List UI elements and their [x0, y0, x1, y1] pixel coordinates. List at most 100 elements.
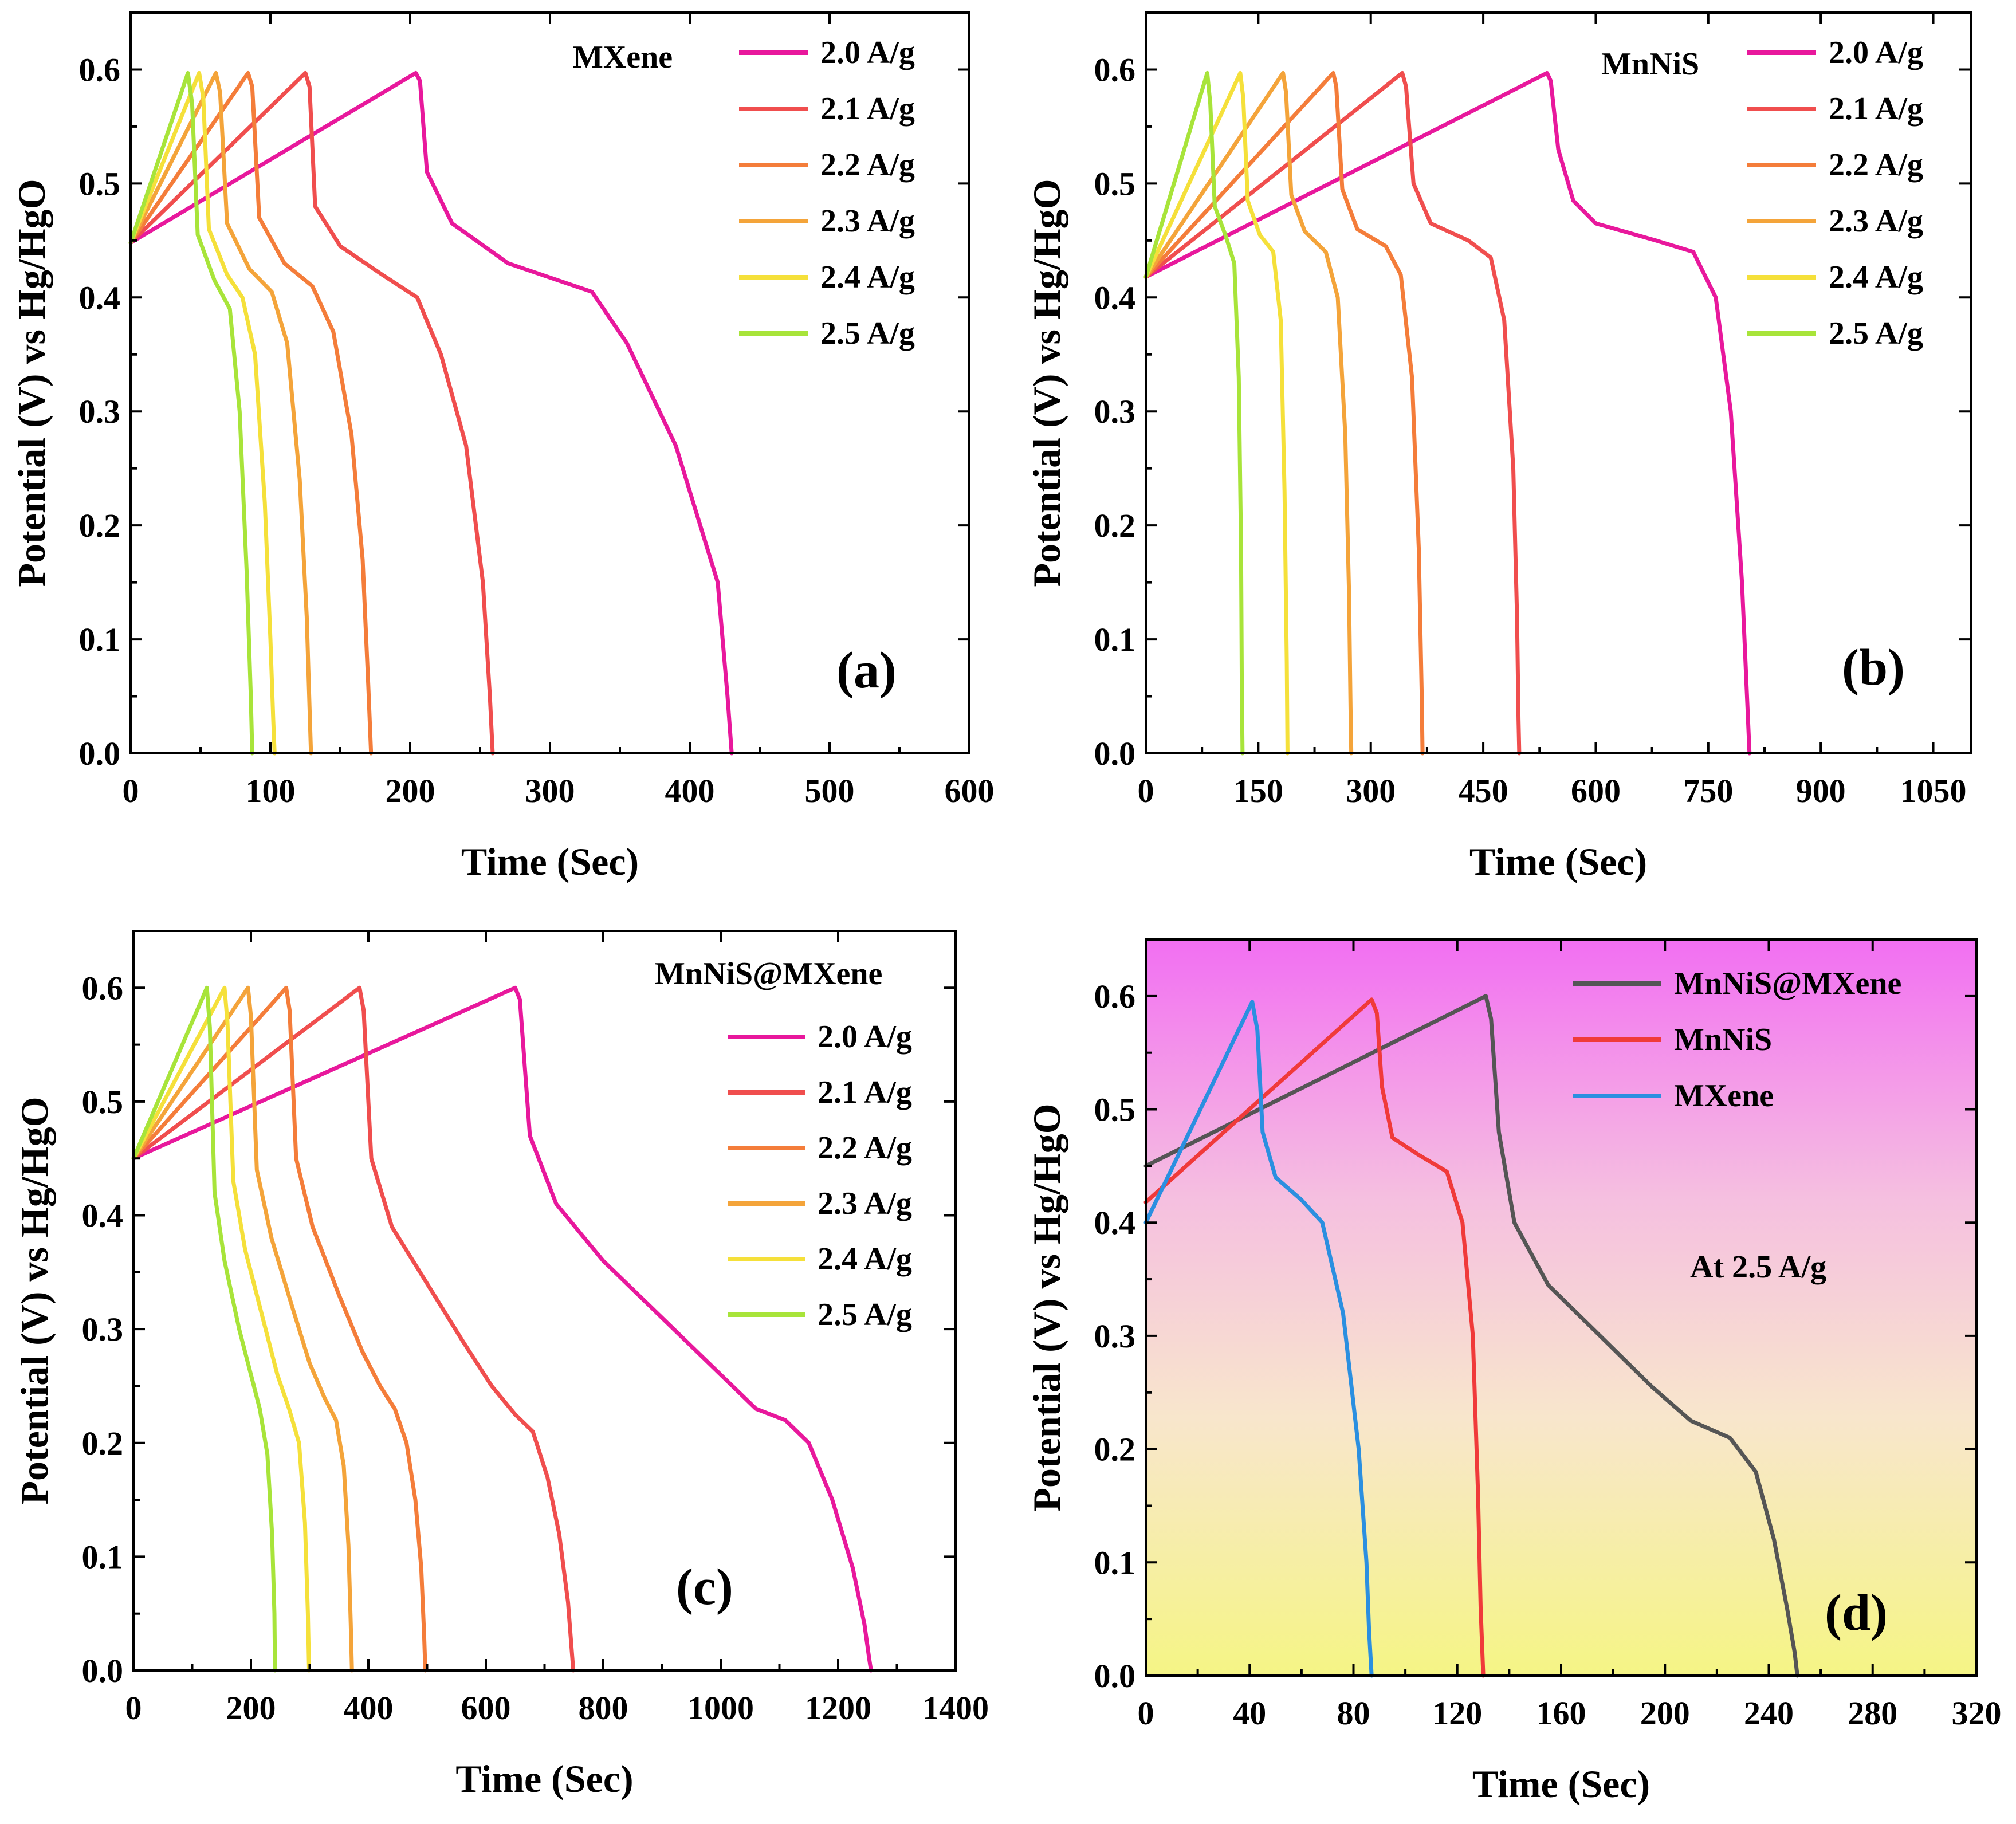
series-line-1 — [1143, 70, 1522, 756]
panel-c-mnnis-mxene: MnNiS@MXene (c) 0 200 400 600 800 1000 1200 140… — [13, 930, 989, 1801]
legend-label: 2.1 A/g — [818, 1075, 912, 1110]
y-tick-label: 0.3 — [79, 393, 121, 430]
x-tick-label: 400 — [665, 772, 715, 809]
y-tick-label: 0.4 — [1094, 1204, 1136, 1241]
series-line-3 — [1143, 70, 1354, 756]
y-tick-label: 0.6 — [79, 51, 121, 88]
legend-label: 2.3 A/g — [820, 203, 915, 239]
x-tick-label: 0 — [1138, 1695, 1154, 1732]
x-tick-label: 300 — [525, 772, 575, 809]
series-line-3 — [128, 70, 313, 756]
y-tick-label: 0.2 — [79, 507, 121, 544]
legend-label: 2.0 A/g — [1829, 35, 1923, 70]
x-tick-label: 1200 — [805, 1689, 871, 1727]
series-line-2 — [1143, 70, 1425, 756]
legend-label: 2.2 A/g — [818, 1130, 912, 1166]
legend-label: 2.0 A/g — [818, 1019, 912, 1055]
legend-label: 2.3 A/g — [1829, 203, 1923, 239]
y-tick-label: 0.2 — [1094, 1431, 1136, 1468]
panel-label: (a) — [836, 642, 897, 699]
x-tick-label: 750 — [1683, 772, 1733, 809]
panel-b-mnnis: MnNiS (b) 0 150 300 450 600 750 900 1050 0.0 0.1 0… — [1025, 11, 1972, 883]
y-tick-label: 0.1 — [1094, 621, 1136, 658]
sample-label: MXene — [573, 40, 673, 75]
series-line-1 — [128, 70, 495, 756]
series-line-2 — [128, 70, 374, 756]
y-axis-label: Potential (V) vs Hg/HgO — [1025, 179, 1068, 587]
x-axis-label: Time (Sec) — [461, 840, 639, 883]
x-tick-label: 600 — [945, 772, 995, 809]
x-tick-label: 80 — [1337, 1695, 1370, 1732]
plot-background — [1146, 939, 1976, 1676]
x-tick-label: 120 — [1432, 1695, 1482, 1732]
y-tick-label: 0.1 — [79, 621, 121, 658]
y-tick-label: 0.4 — [82, 1197, 124, 1235]
y-tick-label: 0.5 — [1094, 1091, 1136, 1129]
legend-label: 2.1 A/g — [820, 91, 915, 127]
annotation-current-density: At 2.5 A/g — [1690, 1249, 1826, 1285]
y-tick-label: 0.4 — [1094, 279, 1136, 316]
sample-label: MnNiS — [1601, 46, 1699, 82]
x-tick-label: 200 — [1640, 1695, 1690, 1732]
x-tick-label: 150 — [1233, 772, 1283, 809]
x-tick-label: 240 — [1744, 1695, 1794, 1732]
panel-d-comparison: At 2.5 A/g (d) 0 40 80 120 160 200 240 280 320 0.… — [1025, 938, 2002, 1806]
legend-label: 2.3 A/g — [818, 1186, 912, 1221]
x-tick-label: 40 — [1233, 1695, 1266, 1732]
y-tick-label: 0.0 — [79, 735, 121, 772]
panel-a-mxene: MXene (a) 0 100 200 300 400 500 600 0.0 0.1 0.2 0.… — [10, 11, 995, 883]
y-tick-label: 0.5 — [82, 1083, 124, 1121]
y-tick-label: 0.2 — [1094, 507, 1136, 544]
legend-label: 2.5 A/g — [1829, 316, 1923, 351]
panel-label: (c) — [676, 1559, 733, 1615]
series-line-3 — [131, 985, 354, 1673]
x-tick-label: 280 — [1848, 1695, 1897, 1732]
legend-label: MnNiS@MXene — [1674, 966, 1901, 1001]
series-line-5 — [128, 70, 254, 756]
legend-label: 2.4 A/g — [820, 260, 915, 295]
y-tick-label: 0.2 — [82, 1425, 124, 1462]
sample-label: MnNiS@MXene — [655, 956, 882, 992]
series-line-0 — [1143, 70, 1752, 756]
x-tick-label: 320 — [1952, 1695, 2002, 1732]
y-axis-label: Potential (V) vs Hg/HgO — [1025, 1103, 1068, 1511]
series-line-5 — [131, 985, 277, 1673]
x-tick-label: 800 — [579, 1689, 628, 1727]
y-tick-label: 0.0 — [1094, 1657, 1136, 1695]
x-tick-label: 200 — [226, 1689, 276, 1727]
panel-label: (b) — [1842, 639, 1905, 696]
legend-label: 2.0 A/g — [820, 35, 915, 70]
series-line-0 — [1143, 994, 1799, 1678]
x-tick-label: 1000 — [687, 1689, 754, 1727]
y-axis-label: Potential (V) vs Hg/HgO — [13, 1096, 56, 1504]
series-line-0 — [128, 70, 734, 756]
x-axis-label: Time (Sec) — [455, 1757, 633, 1801]
y-tick-label: 0.5 — [79, 165, 121, 202]
legend-label: 2.1 A/g — [1829, 91, 1923, 127]
legend-label: 2.2 A/g — [820, 147, 915, 183]
x-tick-label: 1400 — [922, 1689, 989, 1727]
y-tick-label: 0.4 — [79, 279, 121, 316]
y-tick-label: 0.1 — [1094, 1544, 1136, 1581]
x-tick-label: 0 — [123, 772, 139, 809]
series-line-1 — [1143, 997, 1486, 1678]
series-line-0 — [131, 985, 873, 1673]
y-axis-label: Potential (V) vs Hg/HgO — [10, 179, 53, 587]
y-tick-label: 0.1 — [82, 1538, 124, 1575]
series-line-2 — [1143, 1000, 1374, 1678]
series-line-4 — [128, 70, 277, 756]
x-tick-label: 0 — [1138, 772, 1154, 809]
x-tick-label: 1050 — [1900, 772, 1967, 809]
legend-label: MnNiS — [1674, 1022, 1772, 1058]
x-axis-label: Time (Sec) — [1472, 1762, 1650, 1806]
series-line-5 — [1143, 70, 1245, 756]
x-tick-label: 450 — [1459, 772, 1508, 809]
y-tick-label: 0.6 — [82, 969, 124, 1007]
x-tick-label: 300 — [1346, 772, 1396, 809]
y-tick-label: 0.6 — [1094, 978, 1136, 1015]
y-tick-label: 0.3 — [82, 1311, 124, 1348]
series-line-4 — [1143, 70, 1290, 756]
y-tick-label: 0.5 — [1094, 165, 1136, 202]
x-axis-label: Time (Sec) — [1469, 840, 1647, 883]
